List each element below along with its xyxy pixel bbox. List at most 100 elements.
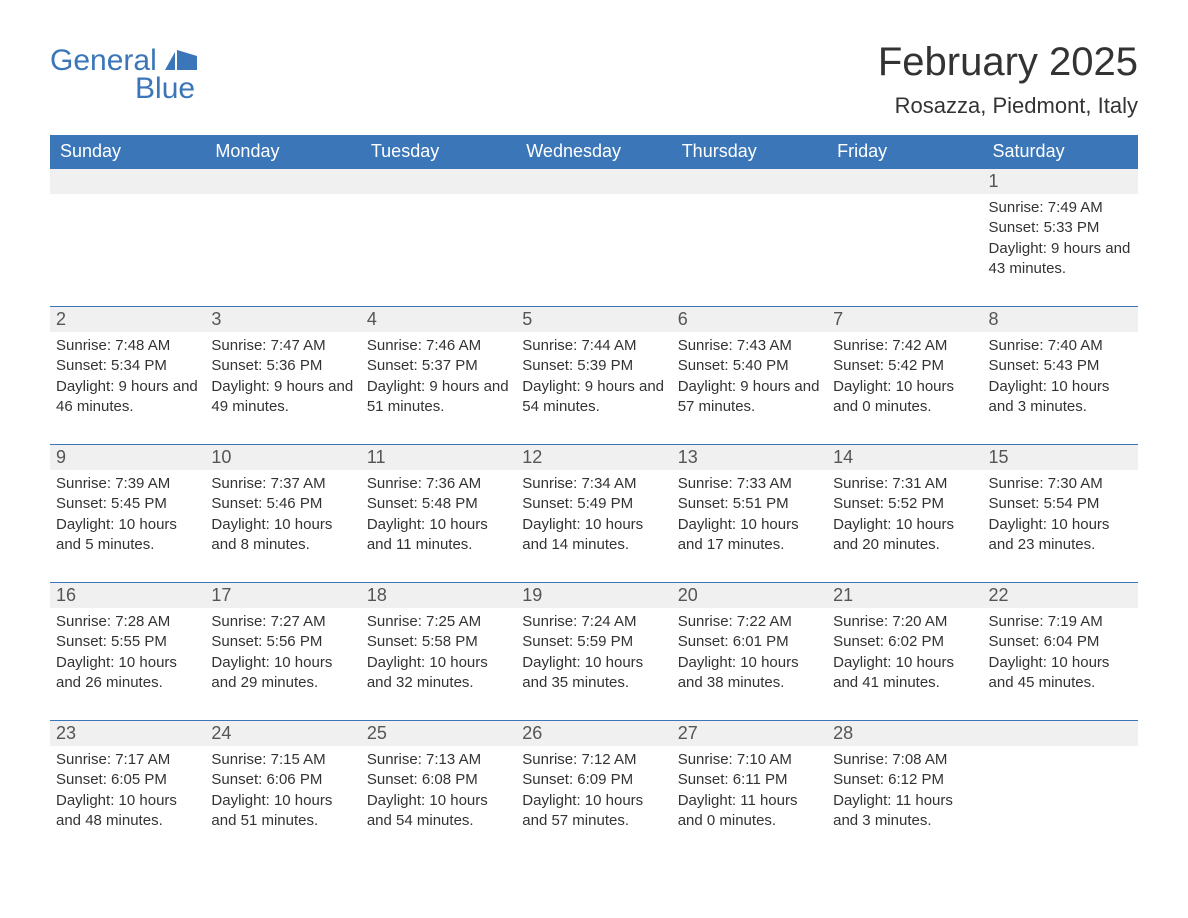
- weekday-header: Thursday: [672, 135, 827, 168]
- sunrise-line: Sunrise: 7:40 AM: [989, 336, 1132, 356]
- daylight-line: Daylight: 10 hours and 29 minutes.: [211, 653, 354, 694]
- calendar-cell: 2Sunrise: 7:48 AMSunset: 5:34 PMDaylight…: [50, 306, 205, 444]
- day-number: 3: [205, 306, 360, 332]
- calendar-cell: 6Sunrise: 7:43 AMSunset: 5:40 PMDaylight…: [672, 306, 827, 444]
- sunset-line: Sunset: 5:36 PM: [211, 356, 354, 376]
- calendar-table: SundayMondayTuesdayWednesdayThursdayFrid…: [50, 135, 1138, 858]
- sunset-line: Sunset: 6:05 PM: [56, 770, 199, 790]
- daylight-line: Daylight: 10 hours and 5 minutes.: [56, 515, 199, 556]
- day-details: Sunrise: 7:40 AMSunset: 5:43 PMDaylight:…: [983, 332, 1138, 425]
- calendar-cell: [672, 168, 827, 306]
- sunrise-line: Sunrise: 7:36 AM: [367, 474, 510, 494]
- calendar-cell: 10Sunrise: 7:37 AMSunset: 5:46 PMDayligh…: [205, 444, 360, 582]
- calendar-cell: 13Sunrise: 7:33 AMSunset: 5:51 PMDayligh…: [672, 444, 827, 582]
- sunset-line: Sunset: 5:46 PM: [211, 494, 354, 514]
- weekday-header: Sunday: [50, 135, 205, 168]
- calendar-cell: 26Sunrise: 7:12 AMSunset: 6:09 PMDayligh…: [516, 720, 671, 858]
- sunset-line: Sunset: 6:01 PM: [678, 632, 821, 652]
- sunset-line: Sunset: 6:12 PM: [833, 770, 976, 790]
- day-number: 15: [983, 444, 1138, 470]
- day-details: Sunrise: 7:24 AMSunset: 5:59 PMDaylight:…: [516, 608, 671, 701]
- day-number: 25: [361, 720, 516, 746]
- daylight-line: Daylight: 10 hours and 54 minutes.: [367, 791, 510, 832]
- sunset-line: Sunset: 6:06 PM: [211, 770, 354, 790]
- day-details: Sunrise: 7:44 AMSunset: 5:39 PMDaylight:…: [516, 332, 671, 425]
- daylight-line: Daylight: 10 hours and 45 minutes.: [989, 653, 1132, 694]
- calendar-row: 23Sunrise: 7:17 AMSunset: 6:05 PMDayligh…: [50, 720, 1138, 858]
- calendar-cell: 16Sunrise: 7:28 AMSunset: 5:55 PMDayligh…: [50, 582, 205, 720]
- day-number: 14: [827, 444, 982, 470]
- day-number: 2: [50, 306, 205, 332]
- day-details: Sunrise: 7:08 AMSunset: 6:12 PMDaylight:…: [827, 746, 982, 839]
- sunrise-line: Sunrise: 7:13 AM: [367, 750, 510, 770]
- calendar-cell: [516, 168, 671, 306]
- sunrise-line: Sunrise: 7:24 AM: [522, 612, 665, 632]
- day-number: 4: [361, 306, 516, 332]
- day-details: Sunrise: 7:28 AMSunset: 5:55 PMDaylight:…: [50, 608, 205, 701]
- day-number: [827, 168, 982, 194]
- logo: General Blue: [50, 40, 197, 104]
- daylight-line: Daylight: 10 hours and 41 minutes.: [833, 653, 976, 694]
- day-number: 5: [516, 306, 671, 332]
- sunset-line: Sunset: 5:34 PM: [56, 356, 199, 376]
- calendar-cell: 28Sunrise: 7:08 AMSunset: 6:12 PMDayligh…: [827, 720, 982, 858]
- calendar-cell: 9Sunrise: 7:39 AMSunset: 5:45 PMDaylight…: [50, 444, 205, 582]
- month-title: February 2025: [878, 40, 1138, 85]
- sunset-line: Sunset: 5:52 PM: [833, 494, 976, 514]
- flag-icon: [165, 46, 197, 70]
- sunrise-line: Sunrise: 7:12 AM: [522, 750, 665, 770]
- sunset-line: Sunset: 5:42 PM: [833, 356, 976, 376]
- day-number: 6: [672, 306, 827, 332]
- calendar-cell: 19Sunrise: 7:24 AMSunset: 5:59 PMDayligh…: [516, 582, 671, 720]
- day-number: 9: [50, 444, 205, 470]
- weekday-header: Tuesday: [361, 135, 516, 168]
- day-details: Sunrise: 7:10 AMSunset: 6:11 PMDaylight:…: [672, 746, 827, 839]
- sunrise-line: Sunrise: 7:48 AM: [56, 336, 199, 356]
- calendar-cell: 15Sunrise: 7:30 AMSunset: 5:54 PMDayligh…: [983, 444, 1138, 582]
- day-details: Sunrise: 7:19 AMSunset: 6:04 PMDaylight:…: [983, 608, 1138, 701]
- sunset-line: Sunset: 6:02 PM: [833, 632, 976, 652]
- day-details: Sunrise: 7:49 AMSunset: 5:33 PMDaylight:…: [983, 194, 1138, 287]
- day-details: Sunrise: 7:20 AMSunset: 6:02 PMDaylight:…: [827, 608, 982, 701]
- weekday-header: Monday: [205, 135, 360, 168]
- sunset-line: Sunset: 5:43 PM: [989, 356, 1132, 376]
- daylight-line: Daylight: 9 hours and 49 minutes.: [211, 377, 354, 418]
- sunrise-line: Sunrise: 7:20 AM: [833, 612, 976, 632]
- daylight-line: Daylight: 10 hours and 35 minutes.: [522, 653, 665, 694]
- day-details: Sunrise: 7:48 AMSunset: 5:34 PMDaylight:…: [50, 332, 205, 425]
- day-details: Sunrise: 7:43 AMSunset: 5:40 PMDaylight:…: [672, 332, 827, 425]
- daylight-line: Daylight: 10 hours and 26 minutes.: [56, 653, 199, 694]
- calendar-cell: 11Sunrise: 7:36 AMSunset: 5:48 PMDayligh…: [361, 444, 516, 582]
- sunrise-line: Sunrise: 7:44 AM: [522, 336, 665, 356]
- header: General Blue February 2025 Rosazza, Pied…: [50, 40, 1138, 129]
- sunset-line: Sunset: 5:37 PM: [367, 356, 510, 376]
- day-number: [205, 168, 360, 194]
- sunrise-line: Sunrise: 7:17 AM: [56, 750, 199, 770]
- calendar-header-row: SundayMondayTuesdayWednesdayThursdayFrid…: [50, 135, 1138, 168]
- calendar-row: 9Sunrise: 7:39 AMSunset: 5:45 PMDaylight…: [50, 444, 1138, 582]
- sunset-line: Sunset: 6:04 PM: [989, 632, 1132, 652]
- sunset-line: Sunset: 5:55 PM: [56, 632, 199, 652]
- sunset-line: Sunset: 5:49 PM: [522, 494, 665, 514]
- sunrise-line: Sunrise: 7:49 AM: [989, 198, 1132, 218]
- daylight-line: Daylight: 10 hours and 14 minutes.: [522, 515, 665, 556]
- day-details: [50, 194, 205, 206]
- day-number: 21: [827, 582, 982, 608]
- day-details: Sunrise: 7:12 AMSunset: 6:09 PMDaylight:…: [516, 746, 671, 839]
- logo-word-2: Blue: [50, 74, 197, 104]
- day-details: Sunrise: 7:22 AMSunset: 6:01 PMDaylight:…: [672, 608, 827, 701]
- calendar-cell: 12Sunrise: 7:34 AMSunset: 5:49 PMDayligh…: [516, 444, 671, 582]
- logo-text: General Blue: [50, 40, 197, 104]
- day-details: [983, 746, 1138, 758]
- day-number: 16: [50, 582, 205, 608]
- calendar-cell: 1Sunrise: 7:49 AMSunset: 5:33 PMDaylight…: [983, 168, 1138, 306]
- daylight-line: Daylight: 9 hours and 43 minutes.: [989, 239, 1132, 280]
- daylight-line: Daylight: 10 hours and 0 minutes.: [833, 377, 976, 418]
- calendar-cell: 24Sunrise: 7:15 AMSunset: 6:06 PMDayligh…: [205, 720, 360, 858]
- day-details: Sunrise: 7:27 AMSunset: 5:56 PMDaylight:…: [205, 608, 360, 701]
- calendar-cell: 7Sunrise: 7:42 AMSunset: 5:42 PMDaylight…: [827, 306, 982, 444]
- sunset-line: Sunset: 6:08 PM: [367, 770, 510, 790]
- day-details: Sunrise: 7:36 AMSunset: 5:48 PMDaylight:…: [361, 470, 516, 563]
- sunrise-line: Sunrise: 7:25 AM: [367, 612, 510, 632]
- daylight-line: Daylight: 10 hours and 32 minutes.: [367, 653, 510, 694]
